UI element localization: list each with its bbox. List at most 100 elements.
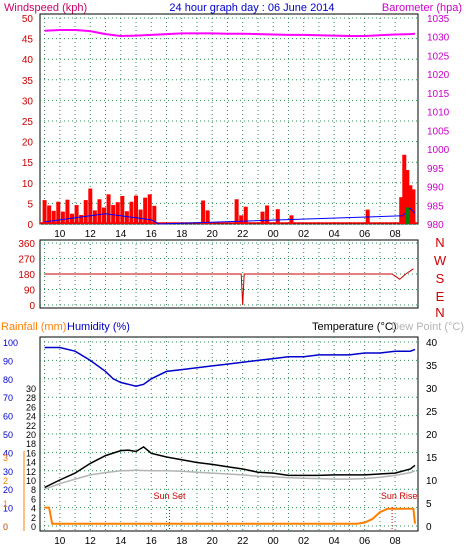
wind-bar — [102, 207, 107, 224]
wind-bar — [275, 209, 280, 224]
baro-y-tick-2: 990 — [427, 183, 444, 194]
humidity-y-tick-0: 0 — [3, 522, 8, 532]
wind-x-tick-1: 12 — [85, 229, 97, 240]
compass-label-2: S — [436, 271, 445, 286]
rain-y-tick-3: 3 — [3, 453, 8, 463]
temp-left-y-tick-10: 20 — [26, 430, 36, 440]
wind-bar — [51, 210, 56, 224]
baro-y-tick-3: 995 — [427, 164, 444, 175]
chart-title: 24 hour graph day : 06 June 2014 — [169, 2, 334, 14]
humidity-line — [44, 346, 416, 387]
temp-left-y-tick-8: 16 — [26, 448, 36, 458]
wind-bar — [70, 213, 75, 224]
temp-x-tick-5: 20 — [207, 536, 219, 547]
wind-bar — [243, 206, 248, 224]
wind-bar — [115, 202, 120, 224]
compass-label-3: E — [436, 289, 445, 304]
wind-bar — [65, 199, 70, 224]
wind-y-tick-3: 15 — [22, 158, 34, 169]
humidity-y-tick-5: 50 — [3, 430, 13, 440]
rain-y-tick-0: 0 — [3, 522, 8, 532]
wind-y-tick-10: 50 — [22, 14, 34, 25]
temp-x-tick-3: 16 — [146, 536, 158, 547]
wind-y-tick-4: 20 — [22, 138, 34, 149]
wind-bar — [42, 200, 47, 224]
wind-x-tick-6: 22 — [237, 229, 249, 240]
baro-y-tick-8: 1020 — [427, 70, 450, 81]
humidity-y-tick-4: 40 — [3, 448, 13, 458]
wind-y-tick-8: 40 — [22, 55, 34, 66]
wind-bar — [201, 200, 206, 224]
wind-bar — [56, 201, 61, 224]
dir-y-tick-0: 0 — [29, 301, 35, 312]
temp-left-y-tick-6: 12 — [26, 467, 36, 477]
temp-left-y-tick-0: 0 — [31, 522, 36, 532]
wind-y-tick-2: 10 — [22, 179, 34, 190]
wind-bar — [138, 209, 143, 224]
rain-y-tick-2: 2 — [3, 476, 8, 486]
humidity-y-tick-3: 30 — [3, 467, 13, 477]
wind-x-tick-9: 04 — [329, 229, 341, 240]
wind-bar — [408, 185, 413, 224]
wind-bar — [79, 214, 84, 224]
temp-right-y-tick-3: 15 — [426, 453, 438, 464]
wind-bar — [97, 199, 102, 224]
wind-x-tick-7: 00 — [268, 229, 280, 240]
baro-y-tick-11: 1035 — [427, 14, 450, 25]
temp-left-y-tick-1: 2 — [31, 513, 36, 523]
wind-x-tick-5: 20 — [207, 229, 219, 240]
dir-y-tick-1: 90 — [24, 286, 36, 297]
compass-label-4: N — [435, 305, 444, 320]
baro-y-tick-1: 985 — [427, 201, 444, 212]
wind-bar — [120, 195, 125, 224]
baro-y-tick-9: 1025 — [427, 51, 450, 62]
temp-left-y-tick-3: 6 — [31, 494, 36, 504]
wind-bar — [239, 215, 244, 224]
rainfall-line — [44, 506, 416, 525]
humidity-y-tick-8: 80 — [3, 375, 13, 385]
sun-set-label: Sun Set — [154, 491, 187, 501]
wind-x-tick-2: 14 — [115, 229, 127, 240]
wind-x-tick-11: 08 — [390, 229, 402, 240]
temp-left-y-tick-9: 18 — [26, 439, 36, 449]
wind-x-tick-0: 10 — [54, 229, 66, 240]
humidity-y-tick-7: 70 — [3, 393, 13, 403]
gust-line — [44, 207, 416, 225]
temp-right-y-tick-1: 5 — [426, 499, 432, 510]
temp-x-tick-10: 06 — [359, 536, 371, 547]
wind-bar — [399, 197, 404, 224]
humidity-y-tick-1: 10 — [3, 504, 13, 514]
humidity-y-tick-9: 90 — [3, 356, 13, 366]
wind-bar — [147, 194, 152, 224]
wind-bar — [74, 205, 79, 224]
compass-label-1: W — [434, 253, 447, 268]
wind-y-tick-7: 35 — [22, 76, 34, 87]
temp-right-y-tick-5: 25 — [426, 407, 438, 418]
wind-bar — [60, 211, 65, 224]
compass-label-0: N — [435, 235, 444, 250]
barometer-line — [44, 29, 416, 38]
wind-x-tick-10: 06 — [359, 229, 371, 240]
rain-y-tick-1: 1 — [3, 499, 8, 509]
temp-x-tick-1: 12 — [85, 536, 97, 547]
wind-y-tick-6: 30 — [22, 96, 34, 107]
temp-right-y-tick-0: 0 — [426, 522, 432, 533]
temperature-axis-label: Temperature (°C) — [312, 321, 396, 333]
temp-left-y-tick-4: 8 — [31, 485, 36, 495]
baro-y-tick-5: 1005 — [427, 126, 450, 137]
wind-x-tick-8: 02 — [298, 229, 310, 240]
wind-green-bar — [405, 207, 410, 224]
direction-line — [44, 268, 414, 306]
temp-x-tick-2: 14 — [115, 536, 127, 547]
sun-rise-label: Sun Rise — [381, 491, 418, 501]
wind-bar — [234, 199, 239, 224]
wind-x-tick-3: 16 — [146, 229, 158, 240]
temp-left-y-tick-12: 24 — [26, 412, 36, 422]
temp-right-y-tick-6: 30 — [426, 384, 438, 395]
temp-left-y-tick-15: 30 — [26, 384, 36, 394]
humidity-y-tick-2: 20 — [3, 485, 13, 495]
wind-y-tick-0: 0 — [27, 220, 33, 231]
temp-left-y-tick-5: 10 — [26, 476, 36, 486]
wind-y-tick-1: 5 — [27, 199, 33, 210]
